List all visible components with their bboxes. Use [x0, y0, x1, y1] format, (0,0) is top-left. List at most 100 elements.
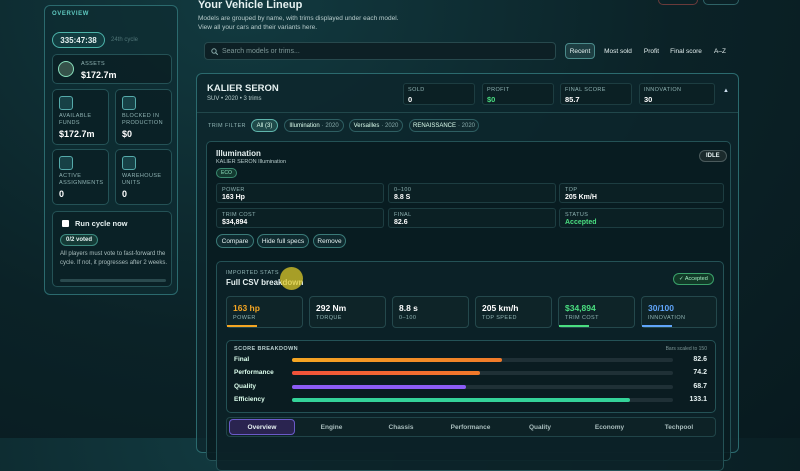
- cursor-highlight: [280, 267, 303, 290]
- metric-value: 163 hp: [233, 303, 260, 313]
- sort-button[interactable]: A–Z: [714, 47, 726, 55]
- metric-label: POWER: [233, 315, 256, 321]
- header-button[interactable]: [658, 0, 698, 5]
- search-placeholder: Search models or trims...: [222, 47, 300, 55]
- action-button[interactable]: Hide full specs: [257, 234, 309, 248]
- label: PROFIT: [487, 87, 510, 93]
- metric-label: TOP SPEED: [482, 315, 517, 321]
- metric-card: $34,894 TRIM COST: [558, 296, 635, 328]
- score-label: Efficiency: [234, 395, 265, 403]
- score-panel: SCORE BREAKDOWN Bars scaled to 150 Final…: [226, 340, 716, 413]
- metric-label: TORQUE: [316, 315, 342, 321]
- trim-full-name: KALIER SERON Illumination: [216, 159, 286, 165]
- bar-track: [292, 384, 673, 389]
- score-bar: [292, 384, 467, 389]
- chip-name: Versailles: [353, 122, 380, 129]
- value: 0: [59, 189, 65, 199]
- sort-button[interactable]: Profit: [643, 47, 660, 55]
- metric-card: 163 hp POWER: [226, 296, 303, 328]
- bar-track: [292, 358, 673, 362]
- value: $0: [122, 129, 133, 139]
- metric-accent: [227, 325, 257, 327]
- action-button[interactable]: Remove: [313, 234, 346, 248]
- model-card: KALIER SERON SUV • 2020 • 3 trims ▲ TRIM…: [196, 73, 739, 471]
- tab[interactable]: Overview: [229, 419, 295, 435]
- stat-card: AVAILABLE FUNDS $172.7m: [52, 89, 109, 145]
- value: $34,894: [222, 219, 248, 226]
- sort-button[interactable]: Most sold: [604, 47, 632, 55]
- metric-label: INNOVATION: [648, 315, 686, 321]
- spec-cell: FINAL 82.6: [388, 208, 556, 228]
- metric-label: 0–100: [399, 315, 417, 321]
- spec-cell: TRIM COST $34,894: [216, 208, 384, 228]
- run-cycle-card: Run cycle now 0/2 voted All players must…: [52, 211, 172, 287]
- subtitle: Models are grouped by name, with trims d…: [198, 15, 399, 22]
- metric-card: 205 km/h TOP SPEED: [475, 296, 552, 328]
- note: All players must vote to fast-forward th…: [60, 251, 168, 266]
- metric-label: TRIM COST: [565, 315, 599, 321]
- label: FINAL: [394, 212, 412, 218]
- divider: [197, 112, 738, 113]
- label: TOP: [565, 187, 578, 193]
- search-box[interactable]: Search models or trims...: [204, 42, 556, 60]
- score-label: Quality: [234, 382, 257, 390]
- label: INNOVATION: [644, 87, 682, 93]
- tab[interactable]: Performance: [450, 423, 491, 431]
- tab[interactable]: Engine: [320, 423, 343, 431]
- metric-accent: [559, 325, 589, 327]
- label: WAREHOUSE UNITS: [122, 173, 162, 186]
- tab[interactable]: Quality: [528, 423, 552, 431]
- tab[interactable]: Chassis: [388, 423, 414, 431]
- value: Accepted: [565, 219, 597, 226]
- score-label: Performance: [234, 369, 274, 377]
- metric-card: 30/100 INNOVATION: [641, 296, 717, 328]
- label: 0–100: [394, 187, 412, 193]
- imported-panel: IMPORTED STATS Full CSV breakdown ✓ Acce…: [216, 261, 724, 471]
- value: 205 Km/H: [565, 194, 597, 201]
- metric-value: $34,894: [565, 303, 596, 313]
- icon: [122, 96, 136, 110]
- score-value: 74.2: [693, 369, 707, 377]
- value: $172.7m: [81, 70, 117, 80]
- trim-chip[interactable]: All (3): [251, 119, 278, 132]
- sort-button[interactable]: Recent: [565, 43, 595, 59]
- value: 82.6: [394, 219, 408, 226]
- value: $172.7m: [59, 129, 95, 139]
- tab[interactable]: Techpool: [664, 423, 694, 431]
- search-icon: [211, 47, 218, 55]
- metric-value: 205 km/h: [482, 303, 519, 313]
- bar-track: [292, 371, 673, 376]
- action-button[interactable]: Compare: [216, 234, 254, 248]
- header-button[interactable]: [703, 0, 739, 5]
- metric-value: 8.8 s: [399, 303, 418, 313]
- label: STATUS: [565, 212, 589, 218]
- collapse-caret[interactable]: ▲: [723, 88, 729, 94]
- value: 0: [122, 189, 128, 199]
- assets-card: ASSETS $172.7m: [52, 54, 172, 84]
- chip-year: · 2020: [458, 122, 476, 129]
- icon: [58, 61, 74, 77]
- run-cycle-button[interactable]: Run cycle now: [75, 219, 128, 228]
- label: AVAILABLE FUNDS: [59, 113, 92, 126]
- trim-chip[interactable]: Illumination · 2020: [284, 119, 344, 132]
- stat-card: BLOCKED IN PRODUCTION $0: [115, 89, 172, 145]
- icon: [59, 96, 73, 110]
- label: TRIM COST: [222, 212, 256, 218]
- checkbox[interactable]: [62, 220, 69, 227]
- trim-chip[interactable]: Versailles · 2020: [349, 119, 403, 132]
- trim-chip[interactable]: RENAISSANCE · 2020: [409, 119, 479, 132]
- score-value: 82.6: [693, 356, 707, 363]
- score-title: SCORE BREAKDOWN: [234, 346, 299, 352]
- tab[interactable]: Economy: [594, 423, 625, 431]
- subtitle: View all your cars and their variants he…: [198, 24, 318, 31]
- votes: 0/2 voted: [60, 234, 99, 246]
- score-label: Final: [234, 356, 250, 363]
- trim-name: Illumination: [216, 149, 261, 158]
- metric-card: 292 Nm TORQUE: [309, 296, 386, 328]
- sort-button[interactable]: Final score: [670, 47, 702, 55]
- score-bar: [292, 358, 502, 362]
- imported-label: IMPORTED STATS: [226, 270, 279, 276]
- timer: 335:47:38: [52, 32, 105, 48]
- imported-title: Full CSV breakdown: [226, 278, 304, 287]
- model-stat: INNOVATION 30: [639, 83, 715, 105]
